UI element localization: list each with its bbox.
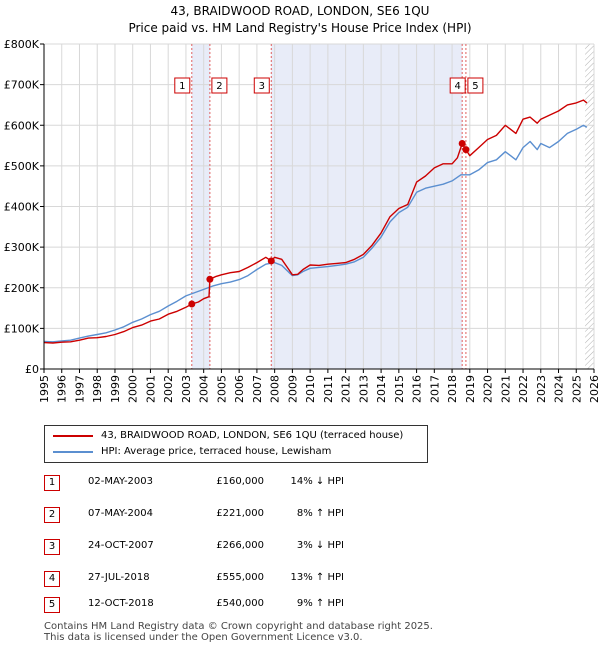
x-tick-label: 2019 (464, 375, 477, 403)
sale-label-box (174, 77, 191, 94)
x-tick-label: 2001 (144, 375, 157, 403)
sale-label-box (211, 77, 228, 94)
x-tick-label: 1999 (109, 375, 122, 403)
x-tick-label: 2017 (428, 375, 441, 403)
legend-label-property: 43, BRAIDWOOD ROAD, LONDON, SE6 1QU (ter… (101, 430, 404, 441)
sale-row-3: 3 24-OCT-2007 £266,000 3% ↓ HPI (44, 538, 444, 556)
legend-label-hpi: HPI: Average price, terraced house, Lewi… (101, 446, 332, 457)
x-tick-label: 2002 (162, 375, 175, 403)
y-tick-label: £800K (4, 38, 40, 51)
x-tick-label: 2014 (375, 375, 388, 403)
sale-date: 12-OCT-2018 (88, 598, 154, 609)
footer-line-2: This data is licensed under the Open Gov… (44, 632, 363, 643)
x-tick-label: 2004 (198, 375, 211, 403)
sale-label-number: 3 (259, 81, 265, 92)
x-tick-label: 2008 (269, 375, 282, 403)
x-tick-label: 2007 (251, 375, 264, 403)
x-tick-label: 2016 (411, 375, 424, 403)
x-tick-label: 2015 (393, 375, 406, 403)
y-tick-label: £400K (4, 201, 40, 214)
x-tick-label: 2023 (535, 375, 548, 403)
property-price-line (43, 99, 588, 344)
footer-attribution: Contains HM Land Registry data © Crown c… (44, 621, 433, 643)
sale-price: £221,000 (216, 508, 264, 519)
x-tick-label: 2022 (517, 375, 530, 403)
sale-price: £540,000 (216, 598, 264, 609)
sale-date: 24-OCT-2007 (88, 540, 154, 551)
sale-point (206, 275, 214, 283)
title-line-1: 43, BRAIDWOOD ROAD, LONDON, SE6 1QU (170, 4, 430, 18)
sale-hpi-diff: 14% ↓ HPI (290, 476, 344, 487)
sale-hpi-diff: 13% ↑ HPI (290, 572, 344, 583)
legend-swatch-property (53, 435, 93, 437)
hpi-line (43, 124, 588, 343)
y-tick-label: £700K (4, 79, 40, 92)
y-tick-label: £200K (4, 282, 40, 295)
sale-point (188, 300, 196, 308)
footer-line-1: Contains HM Land Registry data © Crown c… (44, 621, 433, 632)
series-lines (43, 99, 588, 344)
x-tick-label: 2021 (499, 375, 512, 403)
x-tick-label: 2000 (127, 375, 140, 403)
sale-label-box (449, 77, 466, 94)
grid-lines (43, 43, 595, 370)
sale-hpi-diff: 9% ↑ HPI (296, 598, 344, 609)
sale-label-number: 1 (179, 81, 185, 92)
sale-hpi-diff: 8% ↑ HPI (296, 508, 344, 519)
sale-label-box (253, 77, 270, 94)
sale-markers: 1 2 3 4 5 (174, 77, 484, 308)
x-tick-label: 1996 (56, 375, 69, 403)
x-tick-label: 2009 (286, 375, 299, 403)
sale-price: £160,000 (216, 476, 264, 487)
y-tick-label: £600K (4, 119, 40, 132)
sale-badge: 3 (44, 539, 60, 555)
x-tick-label: 2024 (553, 375, 566, 403)
x-tick-label: 1995 (38, 375, 51, 403)
x-tick-label: 2020 (482, 375, 495, 403)
sale-label-number: 5 (472, 81, 478, 92)
y-tick-label: £500K (4, 160, 40, 173)
x-tick-label: 2003 (180, 375, 193, 403)
x-tick-label: 2013 (357, 375, 370, 403)
sale-row-4: 4 27-JUL-2018 £555,000 13% ↑ HPI (44, 570, 444, 588)
sale-point (458, 140, 466, 148)
sale-date: 27-JUL-2018 (88, 572, 150, 583)
y-tick-label: £0 (25, 363, 39, 376)
x-tick-label: 2005 (215, 375, 228, 403)
title-line-2: Price paid vs. HM Land Registry's House … (128, 21, 472, 35)
x-tick-label: 1998 (91, 375, 104, 403)
sale-row-5: 5 12-OCT-2018 £540,000 9% ↑ HPI (44, 596, 444, 614)
sale-date: 07-MAY-2004 (88, 508, 154, 519)
x-tick-label: 2011 (322, 375, 335, 403)
sale-label-number: 4 (454, 81, 460, 92)
x-tick-label: 2006 (233, 375, 246, 403)
sale-point (462, 146, 470, 154)
sale-label-box (467, 77, 484, 94)
sale-badge: 1 (44, 475, 60, 491)
sale-hpi-diff: 3% ↓ HPI (296, 540, 344, 551)
chart-title: 43, BRAIDWOOD ROAD, LONDON, SE6 1QU Pric… (0, 3, 600, 37)
y-tick-label: £300K (4, 241, 40, 254)
sale-point (267, 257, 275, 265)
sale-date: 02-MAY-2003 (88, 476, 154, 487)
sale-row-1: 1 02-MAY-2003 £160,000 14% ↓ HPI (44, 474, 444, 492)
x-tick-label: 2018 (446, 375, 459, 403)
price-chart: 1 2 3 4 5 £0 £100K £200K £300K £400K £500K £600K £7… (4, 38, 600, 403)
sale-badge: 2 (44, 507, 60, 523)
legend: 43, BRAIDWOOD ROAD, LONDON, SE6 1QU (ter… (44, 425, 428, 463)
sale-badge: 5 (44, 597, 60, 613)
legend-swatch-hpi (53, 451, 93, 453)
x-tick-label: 1997 (73, 375, 86, 403)
axes: £0 £100K £200K £300K £400K £500K £600K £700K £80… (4, 38, 600, 403)
x-tick-label: 2025 (570, 375, 583, 403)
sale-label-number: 2 (216, 81, 222, 92)
y-tick-label: £100K (4, 322, 40, 335)
x-tick-label: 2026 (588, 375, 600, 403)
sale-badge: 4 (44, 571, 60, 587)
sale-price: £266,000 (216, 540, 264, 551)
x-tick-label: 2012 (340, 375, 353, 403)
sale-price: £555,000 (216, 572, 264, 583)
x-tick-label: 2010 (304, 375, 317, 403)
sale-row-2: 2 07-MAY-2004 £221,000 8% ↑ HPI (44, 506, 444, 524)
